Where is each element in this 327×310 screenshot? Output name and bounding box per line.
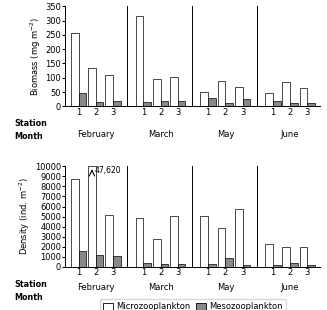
Bar xyxy=(161,264,168,267)
Text: May: May xyxy=(216,283,234,292)
Bar xyxy=(113,101,121,106)
Bar xyxy=(243,99,250,106)
Bar xyxy=(243,265,250,267)
Bar xyxy=(283,82,290,106)
Text: Month: Month xyxy=(14,132,43,141)
Bar xyxy=(273,265,281,267)
Bar xyxy=(153,79,161,106)
Text: March: March xyxy=(148,283,173,292)
Bar xyxy=(136,16,143,106)
Text: 47,620: 47,620 xyxy=(95,166,121,175)
Text: Station: Station xyxy=(14,119,47,128)
Text: June: June xyxy=(281,283,299,292)
Text: February: February xyxy=(77,283,114,292)
Y-axis label: Density (ind. m$^{-2}$): Density (ind. m$^{-2}$) xyxy=(18,178,32,255)
Legend: Microzooplankton, Mesozooplankton: Microzooplankton, Mesozooplankton xyxy=(100,299,286,310)
Bar xyxy=(78,94,86,106)
Text: Station: Station xyxy=(14,280,47,289)
Bar xyxy=(96,255,103,267)
Bar xyxy=(218,228,225,267)
Bar xyxy=(105,215,113,267)
Bar xyxy=(71,33,78,106)
Bar xyxy=(265,93,273,106)
Bar xyxy=(290,263,298,267)
Bar xyxy=(235,87,243,106)
Bar xyxy=(153,239,161,267)
Bar xyxy=(178,101,185,106)
Bar xyxy=(208,264,216,267)
Text: June: June xyxy=(281,130,299,139)
Bar xyxy=(78,250,86,267)
Text: Month: Month xyxy=(14,293,43,302)
Bar xyxy=(71,179,78,267)
Y-axis label: Biomass (mg m$^{-2}$): Biomass (mg m$^{-2}$) xyxy=(28,17,43,96)
Bar xyxy=(200,215,208,267)
Bar xyxy=(235,209,243,267)
Bar xyxy=(218,81,225,106)
Bar xyxy=(105,75,113,106)
Bar xyxy=(307,265,315,267)
Bar xyxy=(307,104,315,106)
Text: May: May xyxy=(216,130,234,139)
Bar xyxy=(143,102,151,106)
Bar xyxy=(225,103,233,106)
Text: February: February xyxy=(77,130,114,139)
Bar xyxy=(88,68,96,106)
Bar xyxy=(88,166,96,267)
Bar xyxy=(200,92,208,106)
Bar xyxy=(290,104,298,106)
Text: March: March xyxy=(148,130,173,139)
Bar xyxy=(225,258,233,267)
Bar xyxy=(113,255,121,267)
Bar xyxy=(161,101,168,106)
Bar xyxy=(300,88,307,106)
Bar xyxy=(208,98,216,106)
Bar xyxy=(170,215,178,267)
Bar xyxy=(273,101,281,106)
Bar xyxy=(265,244,273,267)
Bar xyxy=(143,263,151,267)
Bar xyxy=(170,77,178,106)
Bar xyxy=(300,247,307,267)
Bar xyxy=(178,264,185,267)
Bar xyxy=(96,102,103,106)
Bar xyxy=(283,246,290,267)
Bar xyxy=(136,218,143,267)
